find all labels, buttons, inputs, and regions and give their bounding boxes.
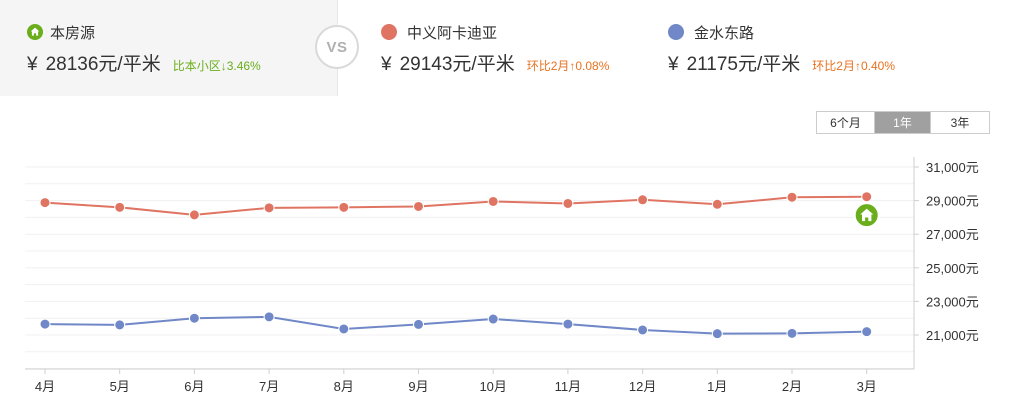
- y-tick-label: 29,000元: [926, 194, 979, 209]
- self-unit: 元/平米: [98, 54, 161, 75]
- district-unit: 元/平米: [738, 54, 801, 75]
- series-2-point: [786, 327, 798, 339]
- series-2-point: [487, 313, 499, 325]
- series-1-point: [711, 198, 723, 210]
- series-1-point: [861, 191, 873, 203]
- series-line-1: [44, 195, 867, 216]
- x-tick-label: 11月: [555, 379, 582, 394]
- compare-panel: [338, 0, 1012, 96]
- series-1-point: [114, 201, 126, 213]
- comparison-header: 本房源 ¥ 28136 元/平米 比本小区↓3.46% VS 中义阿卡迪亚 ¥ …: [0, 0, 1012, 96]
- x-tick-label: 2月: [782, 379, 802, 394]
- series-2-point: [562, 318, 574, 330]
- self-name: 本房源: [50, 24, 96, 42]
- x-tick-label: 9月: [408, 379, 428, 394]
- series-1-point: [188, 209, 200, 221]
- x-tick-label: 12月: [629, 379, 656, 394]
- x-tick-label: 5月: [110, 379, 130, 394]
- home-icon: [27, 24, 43, 40]
- x-tick-label: 10月: [479, 379, 506, 394]
- self-change: 比本小区↓3.46%: [172, 59, 261, 73]
- vs-badge: VS: [315, 25, 359, 69]
- series-1-point: [786, 191, 798, 203]
- series-2-point: [39, 318, 51, 330]
- series-line-2: [44, 315, 867, 335]
- period-3-years-button[interactable]: 3年: [931, 112, 989, 133]
- x-tick-label: 6月: [184, 379, 204, 394]
- district-price: 21175: [686, 54, 739, 75]
- community-name: 中义阿卡迪亚: [407, 24, 498, 42]
- period-1-year-button[interactable]: 1年: [875, 112, 931, 133]
- self-price: 28136: [45, 54, 99, 75]
- series-2-point: [861, 326, 873, 338]
- y-tick-label: 25,000元: [926, 261, 979, 276]
- community-unit: 元/平米: [452, 54, 515, 75]
- self-price-home-marker-icon: [853, 202, 880, 229]
- series-1-point: [487, 195, 499, 207]
- series-2-point: [711, 328, 723, 340]
- community-price: 29143: [399, 54, 453, 75]
- series-1-point: [338, 201, 350, 213]
- series-2-point: [263, 311, 275, 323]
- community-change: 环比2月↑0.08%: [526, 59, 610, 73]
- series-1-point: [39, 197, 51, 209]
- series-2-point: [114, 319, 126, 331]
- district-name: 金水东路: [694, 24, 755, 42]
- x-tick-label: 3月: [857, 379, 877, 394]
- district-yen: ¥: [668, 54, 679, 75]
- district-legend-dot: [668, 24, 684, 40]
- series-2-point: [637, 324, 649, 336]
- self-yen: ¥: [27, 54, 38, 75]
- y-tick-label: 27,000元: [926, 227, 979, 242]
- series-2-point: [413, 318, 424, 330]
- series-2-point: [338, 323, 350, 335]
- district-change: 环比2月↑0.40%: [812, 59, 895, 73]
- x-tick-label: 8月: [334, 379, 354, 394]
- y-tick-label: 31,000元: [926, 160, 979, 175]
- x-tick-label: 7月: [259, 379, 279, 394]
- y-tick-label: 23,000元: [926, 294, 979, 309]
- series-2-point: [188, 312, 200, 324]
- series-1-point: [562, 197, 574, 209]
- x-tick-label: 1月: [707, 379, 727, 394]
- y-tick-label: 21,000元: [926, 328, 979, 343]
- x-tick-label: 4月: [35, 379, 55, 394]
- series-1-point: [637, 194, 649, 206]
- community-legend-dot: [381, 24, 397, 40]
- period-6-months-button[interactable]: 6个月: [817, 112, 875, 133]
- self-panel: [0, 0, 338, 96]
- series-1-point: [413, 200, 424, 212]
- community-yen: ¥: [381, 54, 392, 75]
- period-selector: 6个月 1年 3年: [816, 111, 990, 134]
- series-1-point: [263, 202, 275, 214]
